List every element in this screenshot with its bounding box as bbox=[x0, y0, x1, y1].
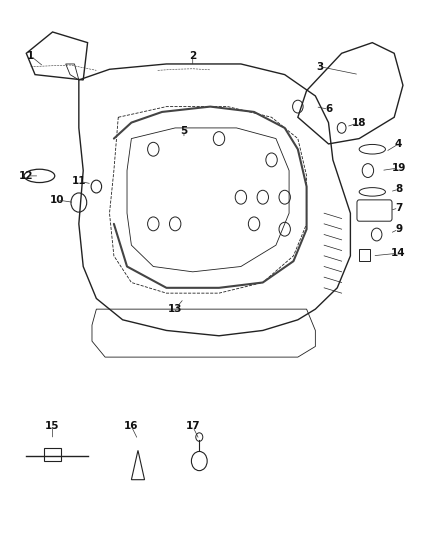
Text: 4: 4 bbox=[395, 139, 402, 149]
Text: 1: 1 bbox=[27, 51, 34, 61]
Text: 5: 5 bbox=[180, 126, 187, 135]
Bar bbox=[44, 448, 61, 461]
Text: 17: 17 bbox=[185, 422, 200, 431]
Text: 18: 18 bbox=[352, 118, 367, 127]
Text: 2: 2 bbox=[189, 51, 196, 61]
Text: 19: 19 bbox=[392, 163, 406, 173]
Text: 13: 13 bbox=[168, 304, 183, 314]
Text: 12: 12 bbox=[19, 171, 34, 181]
Text: 15: 15 bbox=[45, 422, 60, 431]
Text: 6: 6 bbox=[325, 104, 332, 114]
Bar bbox=[359, 249, 370, 261]
Text: 11: 11 bbox=[71, 176, 86, 186]
Text: 9: 9 bbox=[395, 224, 402, 234]
Text: 14: 14 bbox=[391, 248, 406, 258]
Text: 3: 3 bbox=[316, 62, 323, 71]
Text: 16: 16 bbox=[124, 422, 139, 431]
Text: 8: 8 bbox=[395, 184, 402, 194]
Text: 10: 10 bbox=[49, 195, 64, 205]
Text: 7: 7 bbox=[395, 203, 402, 213]
